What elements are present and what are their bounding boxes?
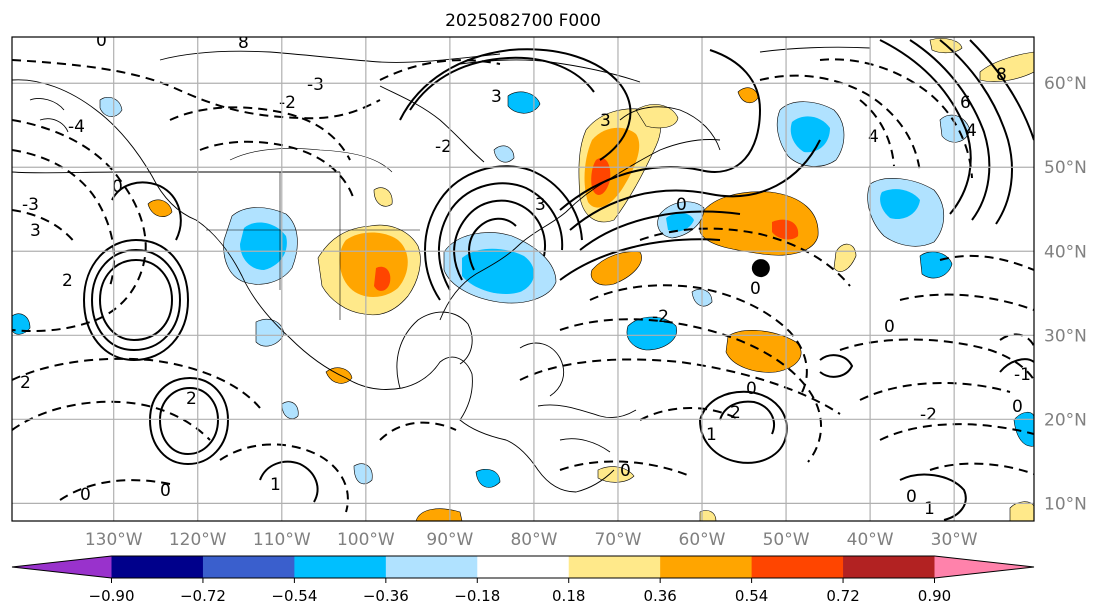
contour-label: -2 — [652, 307, 669, 327]
contour-label: -4 — [68, 117, 85, 137]
contour-label: -2 — [279, 93, 296, 113]
colorbar-label: 0.72 — [826, 587, 859, 605]
negative-contours — [12, 58, 1034, 513]
contour-label: 1 — [706, 425, 717, 445]
latitude-label: 50°N — [1044, 158, 1087, 178]
contour-label: 3 — [535, 195, 546, 215]
colorbar-swatch — [202, 556, 295, 578]
contour-label: 8 — [238, 33, 249, 53]
colorbar: −0.90 −0.72 −0.54 −0.36 −0.18 0.18 0.36 0.54 0.7… — [11, 555, 1035, 605]
colorbar-swatch — [385, 556, 478, 578]
contour-label: 0 — [80, 485, 91, 505]
contour-label: 0 — [112, 177, 123, 197]
longitude-label: 70°W — [594, 530, 641, 550]
longitude-label: 60°W — [679, 530, 726, 550]
contour-label: 3 — [30, 221, 41, 241]
colorbar-label: −0.54 — [271, 587, 317, 605]
contour-label: 0 — [750, 279, 761, 299]
map-frame — [11, 36, 1035, 522]
contour-label: 0 — [906, 487, 917, 507]
colorbar-swatch — [660, 556, 753, 578]
colorbar-label: 0.90 — [918, 587, 951, 605]
graticule — [12, 37, 1034, 521]
contour-label: 4 — [966, 121, 977, 141]
contour-label: 2 — [730, 403, 741, 423]
longitude-label: 100°W — [337, 530, 395, 550]
latitude-label: 30°N — [1044, 326, 1087, 346]
colorbar-swatch — [843, 556, 935, 578]
contour-label: 2 — [20, 373, 31, 393]
longitude-label: 90°W — [426, 530, 473, 550]
longitude-label: 30°W — [931, 530, 978, 550]
colorbar-swatch — [477, 556, 570, 578]
longitude-label: 120°W — [169, 530, 227, 550]
colorbar-label: 0.36 — [643, 587, 676, 605]
latitude-label: 20°N — [1044, 410, 1087, 430]
longitude-label: 40°W — [847, 530, 894, 550]
contour-label: -2 — [920, 405, 937, 425]
colorbar-label: 0.54 — [735, 587, 768, 605]
colorbar-swatch — [568, 556, 661, 578]
colorbar-label: −0.72 — [180, 587, 226, 605]
contour-label: 0 — [884, 317, 895, 337]
contour-label: 3 — [600, 111, 611, 131]
contour-label: 4 — [868, 127, 879, 147]
map-panel: 0 -2 -3 8 -2 3 3 3 -4 0 -3 3 2 2 0 0 2 1… — [11, 31, 1087, 550]
contour-label: 0 — [1012, 397, 1023, 417]
longitude-label: 110°W — [253, 530, 311, 550]
colorbar-label: 0.18 — [552, 587, 585, 605]
colorbar-swatch — [751, 556, 844, 578]
colorbar-label: −0.90 — [89, 587, 135, 605]
latitude-label: 10°N — [1044, 494, 1087, 514]
contour-label: 0 — [620, 461, 631, 481]
colorbar-label: −0.36 — [363, 587, 409, 605]
longitude-label: 80°W — [510, 530, 557, 550]
contour-label: 0 — [746, 379, 757, 399]
contour-label: -3 — [307, 75, 324, 95]
figure-title: 2025082700 F000 — [445, 11, 601, 31]
latitude-label: 40°N — [1044, 242, 1087, 262]
location-marker — [751, 259, 770, 278]
contour-label: -2 — [435, 137, 452, 157]
contour-labels: 0 -2 -3 8 -2 3 3 3 -4 0 -3 3 2 2 0 0 2 1… — [20, 31, 1031, 519]
contour-label: -1 — [1014, 365, 1031, 385]
contour-label: 0 — [676, 195, 687, 215]
longitude-label: 130°W — [85, 530, 143, 550]
negative-anomaly-shading — [12, 91, 1034, 488]
contour-label: 0 — [160, 481, 171, 501]
coastlines — [12, 46, 871, 493]
latitude-label: 60°N — [1044, 74, 1087, 94]
contour-label: 0 — [96, 31, 107, 51]
latitude-labels: 60°N 50°N 40°N 30°N 20°N 10°N — [1044, 74, 1087, 514]
contour-label: 8 — [996, 65, 1007, 85]
contour-label: 3 — [491, 87, 502, 107]
longitude-labels: 130°W 120°W 110°W 100°W 90°W 80°W 70°W 60°W 50°W… — [85, 530, 978, 550]
contour-label: 1 — [270, 475, 281, 495]
contour-label: 2 — [62, 271, 73, 291]
contour-label: -3 — [22, 195, 39, 215]
colorbar-extend-low — [12, 556, 112, 578]
contour-label: 2 — [186, 389, 197, 409]
contour-label: 6 — [960, 93, 971, 113]
colorbar-swatch — [294, 556, 387, 578]
colorbar-label: −0.18 — [454, 587, 500, 605]
colorbar-extend-high — [934, 556, 1034, 578]
longitude-label: 50°W — [763, 530, 810, 550]
contour-label: 1 — [924, 499, 935, 519]
colorbar-swatch — [111, 556, 204, 578]
